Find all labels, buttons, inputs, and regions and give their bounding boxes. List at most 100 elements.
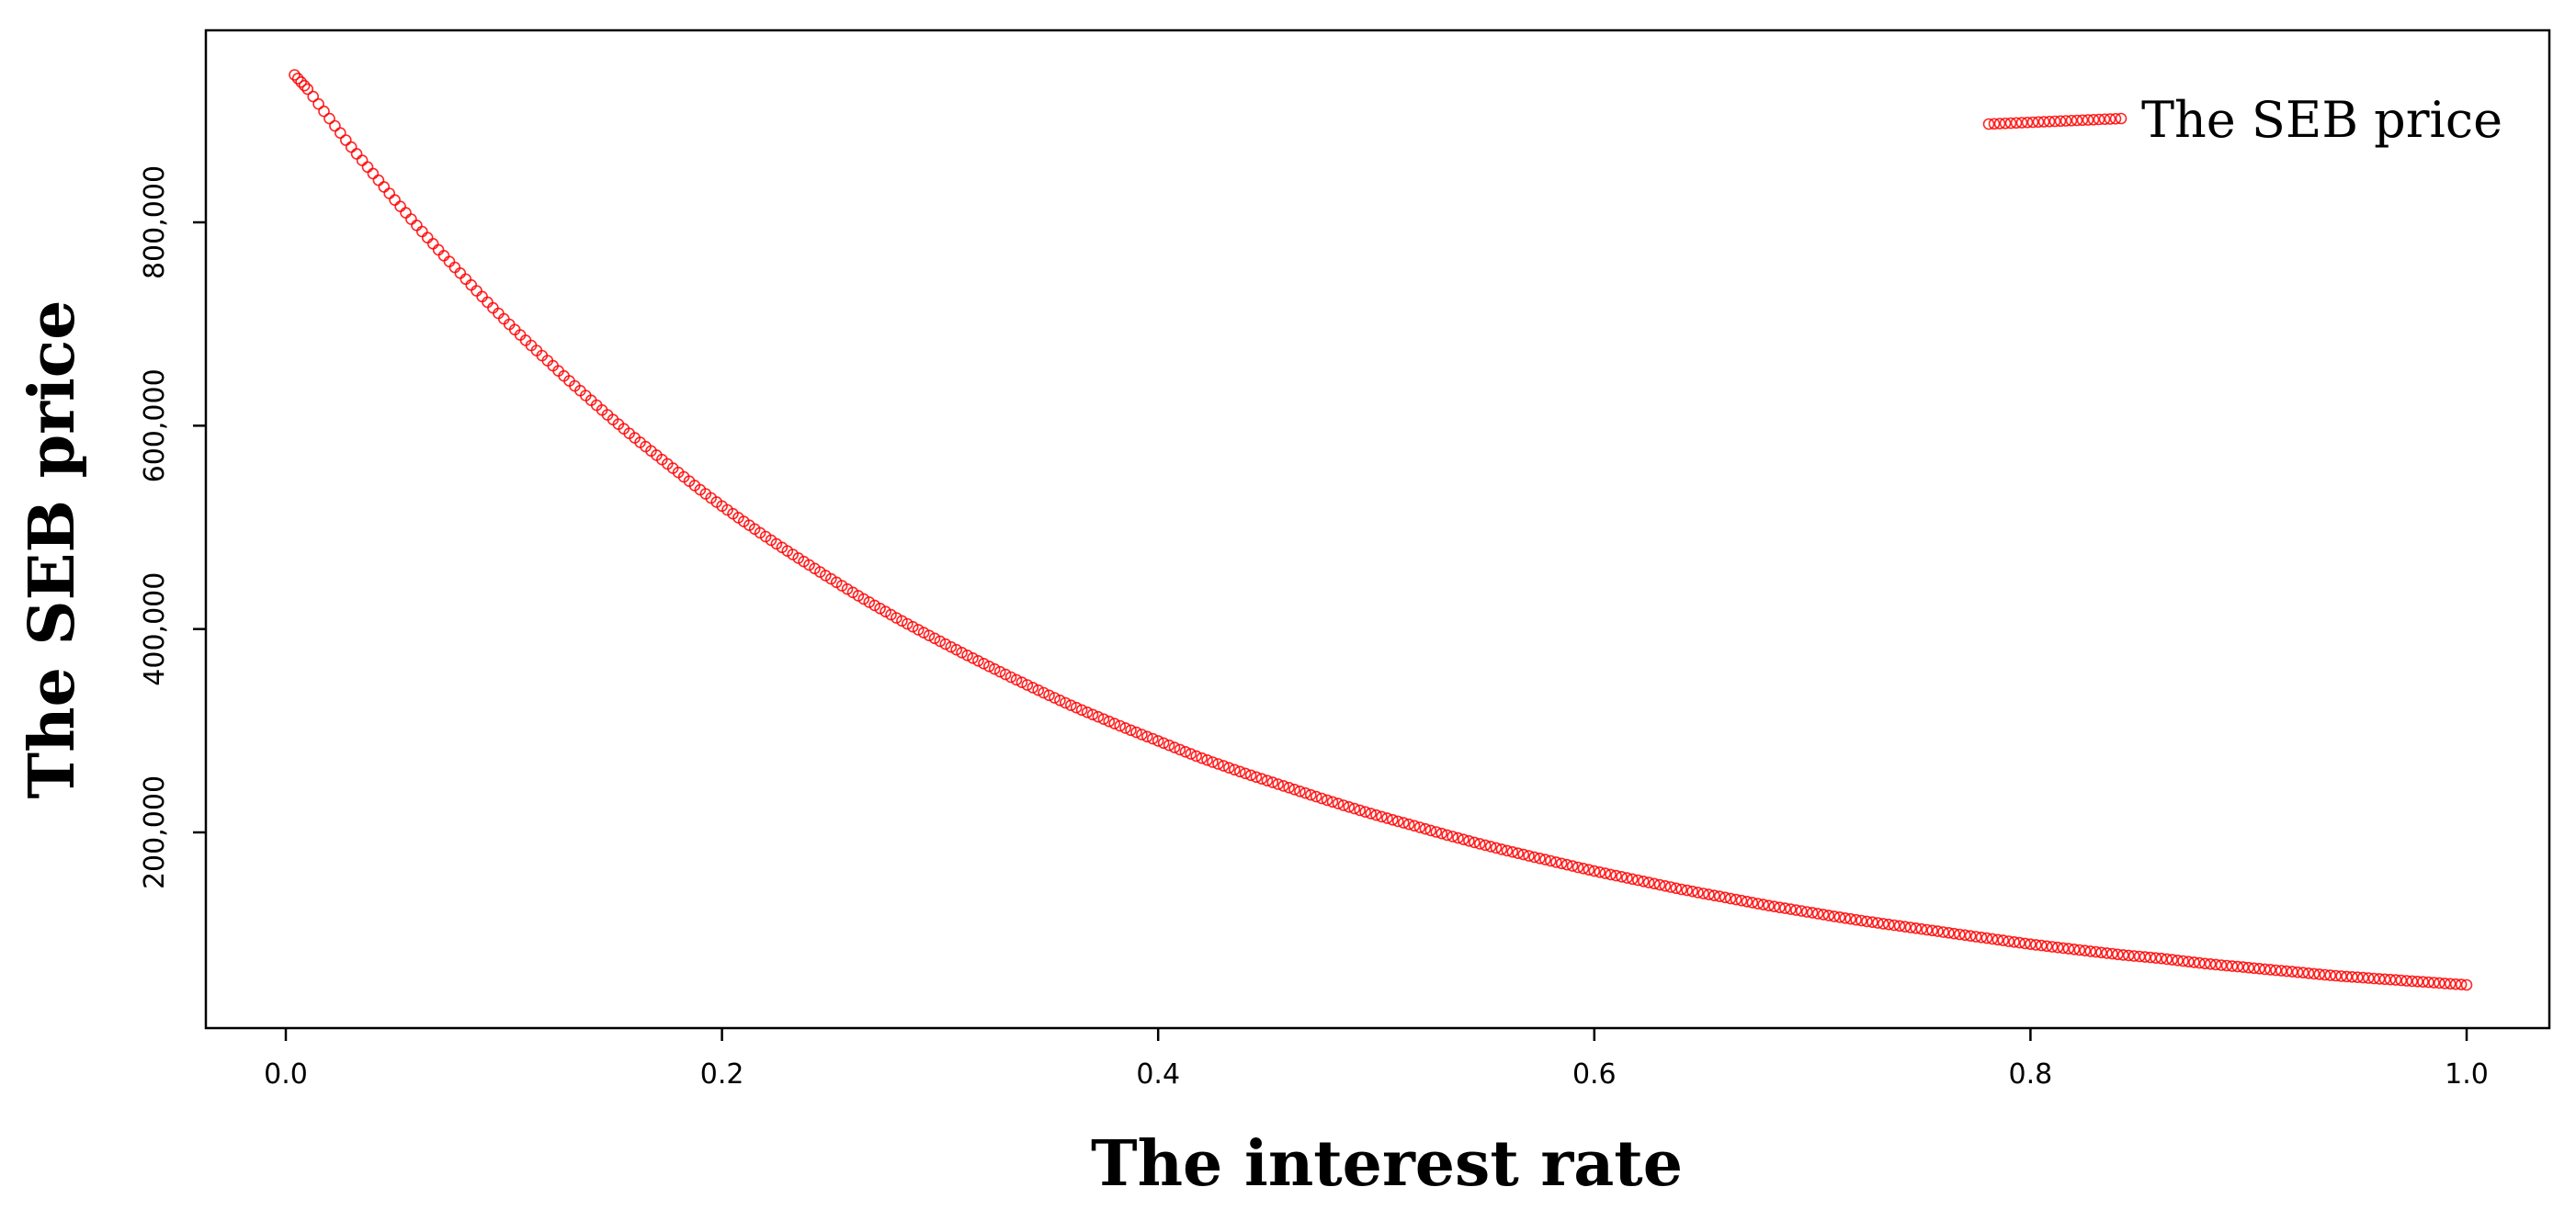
data-point [2106, 947, 2118, 960]
data-point [2264, 964, 2276, 976]
data-point [2068, 944, 2081, 956]
data-point [1501, 844, 1514, 857]
data-point [2046, 941, 2059, 953]
data-point [1730, 893, 1742, 906]
data-point [1523, 850, 1535, 862]
data-point [2183, 956, 2195, 967]
data-point [1021, 679, 1034, 691]
data-point [1888, 919, 1901, 932]
data-point [1179, 745, 1192, 758]
x-axis: 0.0 0.2 0.4 0.6 0.8 1.0 [264, 1028, 2489, 1091]
data-point [2319, 968, 2332, 981]
plot-frame [204, 28, 2551, 1030]
data-point [2150, 952, 2162, 964]
data-point [2040, 940, 2053, 953]
data-point [1550, 856, 1562, 868]
data-point [1828, 910, 1841, 922]
data-point [1495, 843, 1508, 855]
data-point [465, 278, 478, 291]
data-point [2155, 952, 2168, 965]
data-point [1233, 765, 1246, 778]
legend-marker [2048, 115, 2061, 128]
data-points [289, 69, 2473, 991]
data-point [1086, 708, 1099, 721]
x-tick-label: 0.6 [1572, 1058, 1617, 1091]
data-point [312, 97, 324, 110]
legend-marker [2010, 117, 2023, 130]
data-point [993, 665, 1006, 678]
data-point [301, 83, 314, 96]
data-point [1054, 694, 1066, 707]
legend-marker [2032, 116, 2045, 129]
data-point [2395, 974, 2408, 987]
data-point [2378, 973, 2391, 986]
data-point [978, 657, 990, 670]
data-point [1473, 838, 1486, 850]
data-point [1408, 820, 1421, 832]
data-point [891, 612, 902, 624]
data-point [1365, 808, 1377, 820]
data-point [1958, 929, 1971, 942]
data-point [1185, 748, 1197, 760]
data-point [2128, 950, 2140, 962]
data-point [367, 167, 380, 180]
data-point [1196, 752, 1208, 764]
data-point [460, 273, 472, 286]
data-point [1735, 894, 1748, 907]
data-point [1555, 857, 1568, 870]
legend-marker [1982, 118, 1995, 130]
data-point [1288, 783, 1300, 796]
data-point [2177, 955, 2189, 967]
data-point [1065, 699, 1077, 712]
data-point [1387, 813, 1399, 826]
data-point [1283, 781, 1295, 794]
data-point [2014, 936, 2026, 949]
data-point [1839, 911, 1851, 924]
data-point [939, 638, 952, 650]
data-point [2280, 965, 2293, 978]
y-axis-title: The SEB price [16, 300, 89, 799]
data-point [1343, 800, 1356, 813]
legend-marker [2093, 113, 2105, 126]
data-point [2248, 962, 2260, 975]
data-point [1954, 928, 1966, 941]
data-point [2449, 978, 2462, 990]
data-point [1359, 806, 1371, 819]
data-point [295, 76, 307, 88]
data-point [1560, 858, 1573, 871]
data-point [1899, 921, 1912, 933]
data-point [2439, 978, 2451, 989]
data-point [350, 148, 363, 160]
data-point [1686, 885, 1698, 898]
data-point [1757, 899, 1769, 910]
data-point [1315, 792, 1328, 805]
x-tick-label: 0.0 [264, 1058, 308, 1091]
data-point [487, 301, 499, 314]
legend-marker [2054, 115, 2067, 128]
data-point [1043, 689, 1055, 702]
data-point [2341, 970, 2353, 983]
data-point [988, 662, 1001, 675]
data-point [1168, 741, 1181, 753]
data-point [2330, 969, 2342, 982]
data-point [1348, 802, 1361, 815]
data-point [1190, 750, 1202, 763]
data-point [421, 232, 434, 244]
data-point [318, 105, 330, 118]
legend-marker [2104, 113, 2116, 125]
legend-marker [2026, 116, 2039, 129]
data-point [1752, 898, 1765, 910]
data-point [1588, 865, 1601, 877]
data-point [2139, 951, 2151, 963]
data-point [415, 225, 428, 238]
data-point [901, 617, 914, 630]
data-point [1370, 809, 1382, 821]
data-point [1272, 778, 1284, 790]
data-point [1664, 881, 1677, 893]
data-point [1381, 812, 1393, 824]
data-point [1915, 922, 1928, 935]
data-point [2275, 965, 2287, 977]
data-point [1844, 912, 1856, 925]
data-point [2019, 937, 2031, 950]
data-point [1430, 826, 1443, 838]
